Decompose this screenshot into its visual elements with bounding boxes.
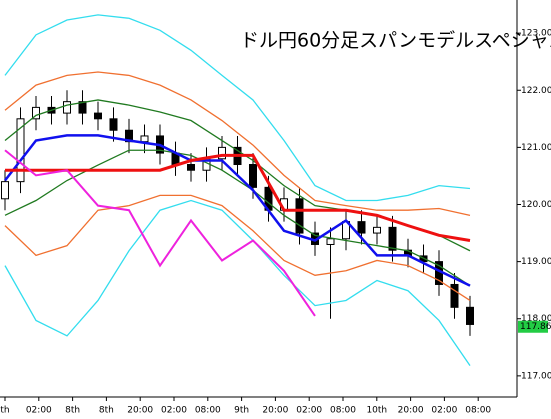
candle-body <box>16 118 25 183</box>
candle-body <box>388 226 397 251</box>
candle-body <box>450 283 459 308</box>
indicator-line <box>4 134 471 287</box>
y-tick-label: 120.00 <box>521 200 551 210</box>
candle-body <box>187 164 195 171</box>
indicator-line <box>4 71 471 216</box>
y-tick-label: 123.00 <box>521 29 551 39</box>
x-tick-label: 10th <box>366 406 387 416</box>
candle-body <box>249 164 257 188</box>
indicator-line <box>4 14 471 202</box>
indicator-line <box>4 149 316 317</box>
y-tick-label: 122.00 <box>521 86 551 96</box>
x-tick-label: 02:00 <box>296 406 322 416</box>
y-tick-label: 118.00 <box>521 314 551 324</box>
x-tick-label: 20:00 <box>398 406 424 416</box>
candle-body <box>218 146 226 160</box>
x-tick-label: th <box>0 406 9 416</box>
x-tick-label: 20:00 <box>262 406 288 416</box>
candle-body <box>373 226 381 234</box>
y-tick-label: 117.00 <box>521 371 551 381</box>
x-tick-label: 02:00 <box>26 406 52 416</box>
candle-body <box>1 181 9 200</box>
candle-body <box>63 101 71 114</box>
y-tick-label: 121.00 <box>521 143 551 153</box>
candle-body <box>295 198 304 234</box>
last-price-box <box>518 320 548 333</box>
x-tick-label: 8th <box>99 406 114 416</box>
chart-title: ドル円60分足スパンモデルスペシャル <box>240 30 551 52</box>
x-tick-label: 02:00 <box>161 406 187 416</box>
candle-body <box>466 306 474 325</box>
candle-body <box>140 135 149 143</box>
last-price-label: 117.86 <box>520 322 551 332</box>
indicator-line <box>4 149 471 287</box>
candle-body <box>357 221 366 234</box>
x-tick-label: 8th <box>65 406 80 416</box>
x-tick-label: 08:00 <box>195 406 221 416</box>
y-tick-label: 119.00 <box>521 257 551 267</box>
candle-body <box>78 101 87 114</box>
candle-body <box>109 118 118 131</box>
x-tick-label: 08:00 <box>330 406 356 416</box>
candle-body <box>326 238 335 245</box>
x-tick-label: 02:00 <box>431 406 457 416</box>
candle-body <box>32 106 40 120</box>
x-tick-label: 20:00 <box>127 406 153 416</box>
candle-body <box>94 112 102 120</box>
x-tick-label: 9th <box>234 406 249 416</box>
indicator-line <box>5 153 471 242</box>
indicator-line <box>4 194 471 302</box>
indicator-line <box>4 199 471 366</box>
x-tick-label: 08:00 <box>465 406 491 416</box>
